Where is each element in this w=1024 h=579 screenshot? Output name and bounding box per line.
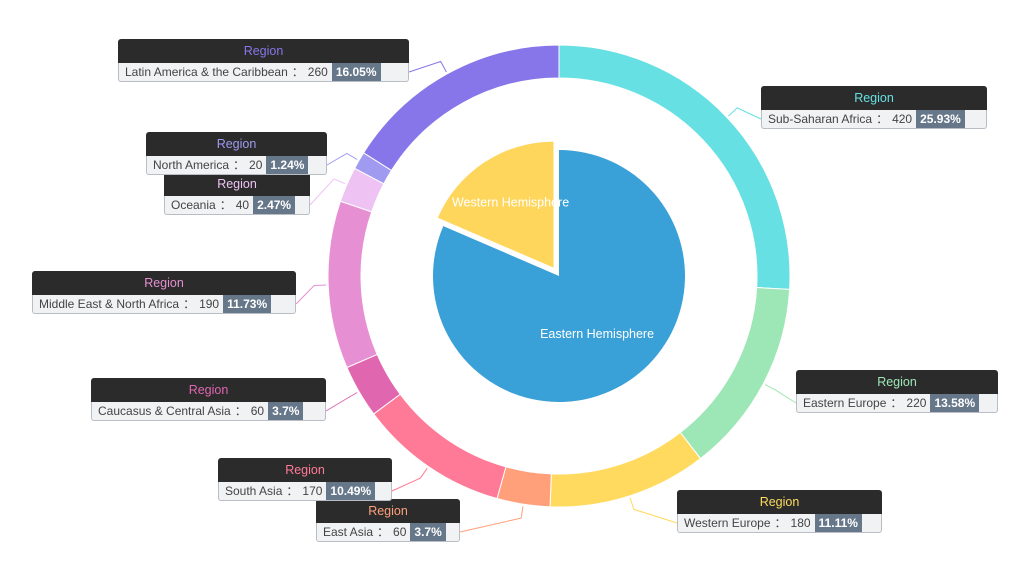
slice-label-number: 20 (249, 158, 263, 172)
slice-label-percent: 25.93% (916, 110, 965, 128)
slice-label-number: 190 (199, 297, 220, 311)
leader-line-latin-america-and-the-caribbean (408, 60, 447, 73)
slice-label-number: 180 (790, 516, 811, 530)
pie-label-western-hemisphere: Western Hemisphere (452, 195, 569, 209)
slice-label-percent: 3.7% (268, 402, 304, 420)
leader-lines (295, 60, 797, 533)
slice-label-name: East Asia (323, 525, 374, 539)
slice-label-series: Region (118, 39, 409, 63)
leader-line-sub-saharan-africa (728, 107, 762, 120)
slice-label-value: Oceania： 40 2.47% (164, 196, 310, 215)
slice-label-number: 170 (302, 484, 323, 498)
slice-label-number: 420 (892, 112, 913, 126)
slice-label-percent: 11.73% (223, 295, 272, 313)
slice-label-value: South Asia： 170 10.49% (218, 482, 392, 501)
inner-pie (433, 141, 685, 402)
slice-label-name: North America (153, 158, 230, 172)
ring-slice-middle-east-and-north-africa[interactable] (327, 200, 378, 369)
outer-ring (327, 44, 791, 508)
slice-label-latin-america-and-the-caribbean: Region Latin America & the Caribbean： 260 1… (118, 39, 409, 82)
slice-label-name: Eastern Europe (803, 396, 887, 410)
slice-label-value: Western Europe： 180 11.11% (677, 514, 882, 533)
slice-label-south-asia: Region South Asia： 170 10.49% (218, 458, 392, 501)
slice-label-value: Sub-Saharan Africa： 420 25.93% (761, 110, 987, 129)
slice-label-middle-east-and-north-africa: Region Middle East & North Africa： 190 11.7… (32, 271, 296, 314)
slice-label-percent: 11.11% (814, 514, 862, 532)
slice-label-series: Region (677, 490, 882, 514)
slice-label-value: East Asia： 60 3.7% (316, 523, 460, 542)
slice-label-name: Middle East & North Africa (39, 297, 180, 311)
leader-line-caucasus-and-central-asia (325, 392, 358, 412)
slice-label-number: 40 (235, 198, 250, 212)
leader-line-middle-east-and-north-africa (295, 284, 327, 305)
leader-line-oceania (309, 178, 346, 206)
inner-labels: Eastern Hemisphere Western Hemisphere (452, 195, 654, 341)
slice-label-series: Region (146, 132, 327, 156)
slice-label-sub-saharan-africa: Region Sub-Saharan Africa： 420 25.93% (761, 86, 987, 129)
ring-slice-eastern-europe[interactable] (679, 286, 791, 460)
slice-label-percent: 1.24% (266, 156, 309, 174)
slice-label-name: Western Europe (684, 516, 771, 530)
slice-label-value: Eastern Europe： 220 13.58% (796, 394, 998, 413)
slice-label-percent: 3.7% (410, 523, 446, 541)
leader-line-east-asia (459, 506, 524, 533)
pie-slice-western-hemisphere[interactable] (437, 141, 554, 268)
slice-label-series: Region (32, 271, 296, 295)
slice-label-percent: 10.49% (326, 482, 376, 500)
slice-label-number: 220 (906, 396, 927, 410)
slice-label-value: Middle East & North Africa： 190 11.73% (32, 295, 296, 314)
slice-label-caucasus-and-central-asia: Region Caucasus & Central Asia： 60 3.7% (91, 378, 326, 421)
slice-label-name: South Asia (225, 484, 283, 498)
ring-slice-latin-america-and-the-caribbean[interactable] (362, 44, 560, 172)
slice-label-series: Region (316, 499, 460, 523)
slice-label-value: Caucasus & Central Asia： 60 3.7% (91, 402, 326, 421)
slice-label-series: Region (164, 172, 310, 196)
slice-label-eastern-europe: Region Eastern Europe： 220 13.58% (796, 370, 998, 413)
slice-label-name: Sub-Saharan Africa (768, 112, 873, 126)
slice-label-value: North America： 20 1.24% (146, 156, 327, 175)
leader-line-south-asia (391, 467, 428, 492)
slice-label-north-america: Region North America： 20 1.24% (146, 132, 327, 175)
slice-label-number: 260 (307, 65, 328, 79)
slice-label-east-asia: Region East Asia： 60 3.7% (316, 499, 460, 542)
slice-label-number: 60 (393, 525, 407, 539)
slice-label-western-europe: Region Western Europe： 180 11.11% (677, 490, 882, 533)
slice-label-series: Region (218, 458, 392, 482)
slice-label-name: Latin America & the Caribbean (125, 65, 288, 79)
leader-line-eastern-europe (764, 384, 797, 404)
slice-label-series: Region (761, 86, 987, 110)
pie-slice-eastern-hemisphere[interactable] (433, 150, 685, 402)
slice-label-name: Caucasus & Central Asia (98, 404, 231, 418)
ring-slice-east-asia[interactable] (496, 466, 552, 508)
slice-label-series: Region (796, 370, 998, 394)
slice-label-name: Oceania (171, 198, 216, 212)
slice-label-value: Latin America & the Caribbean： 260 16.05% (118, 63, 409, 82)
slice-label-number: 60 (250, 404, 265, 418)
slice-label-percent: 2.47% (253, 196, 296, 214)
slice-label-oceania: Region Oceania： 40 2.47% (164, 172, 310, 215)
slice-label-series: Region (91, 378, 326, 402)
slice-label-percent: 16.05% (331, 63, 381, 81)
leader-line-north-america (326, 152, 358, 166)
slice-label-percent: 13.58% (930, 394, 980, 412)
ring-slice-south-asia[interactable] (373, 393, 507, 500)
leader-line-western-europe (629, 497, 678, 524)
pie-label-eastern-hemisphere: Eastern Hemisphere (540, 327, 654, 341)
